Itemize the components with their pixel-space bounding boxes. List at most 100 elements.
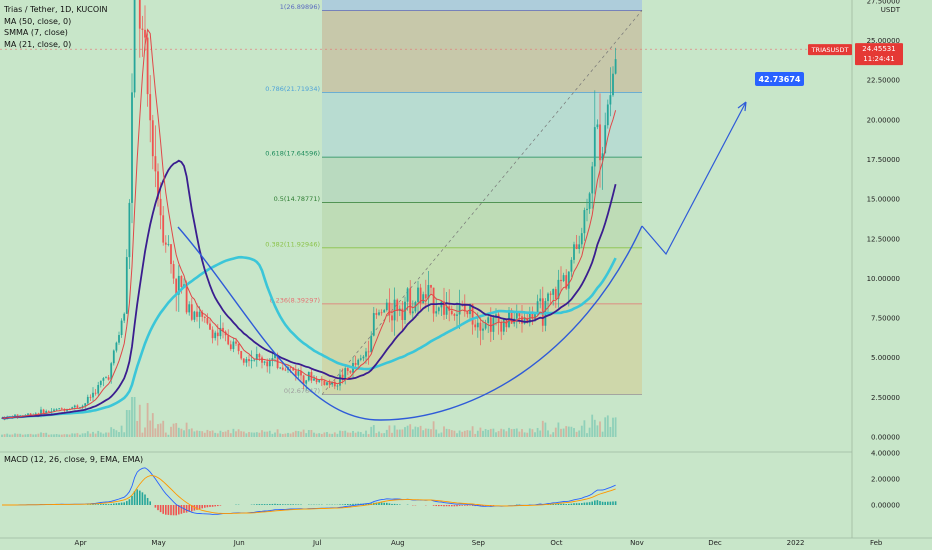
volume-bar	[34, 434, 37, 437]
candle-body	[359, 358, 362, 360]
volume-bar	[120, 425, 123, 437]
macd-histogram-bar	[352, 503, 354, 505]
candle-body	[476, 322, 479, 328]
indicator-legend: Trias / Tether, 1D, KUCOIN MA (50, close…	[4, 4, 107, 50]
fib-label-2: 0.786(21.71934)	[265, 85, 320, 93]
legend-smma[interactable]: SMMA (7, close)	[4, 28, 68, 37]
candle-body	[450, 310, 453, 315]
macd-histogram-bar	[162, 505, 164, 514]
volume-bar	[289, 433, 292, 437]
candle-body	[578, 244, 581, 249]
candle-body	[437, 307, 440, 312]
fib-zone-3	[322, 157, 642, 203]
candle-body	[614, 59, 617, 74]
legend-ma21[interactable]: MA (21, close, 0)	[4, 39, 72, 49]
quote-unit: USDT	[881, 6, 901, 14]
volume-bar	[14, 433, 16, 437]
volume-bar	[58, 434, 61, 437]
fib-zone-5	[322, 247, 642, 304]
candle-body	[510, 310, 513, 324]
candle-body	[388, 302, 391, 316]
volume-bar	[326, 432, 328, 437]
volume-bar	[305, 433, 308, 437]
candle-body	[370, 335, 373, 353]
macd-histogram-bar	[180, 505, 183, 514]
macd-histogram-bar	[435, 505, 437, 507]
candle-body	[47, 410, 50, 412]
candle-body	[531, 311, 534, 319]
volume-bar	[73, 433, 76, 437]
legend-ma50[interactable]: MA (50, close, 0)	[4, 16, 72, 26]
fib-label-3: 0.618(17.64596)	[265, 150, 320, 158]
candle-body	[375, 313, 378, 315]
macd-pane	[0, 451, 852, 516]
macd-histogram-bar	[271, 503, 274, 505]
candle-body	[40, 409, 42, 415]
candle-body	[443, 301, 445, 315]
candle-body	[294, 370, 297, 376]
target-badge	[755, 72, 804, 86]
drawings[interactable]: 42.73674	[177, 72, 804, 421]
candle-body	[487, 317, 490, 324]
macd-histogram-bar	[461, 505, 463, 506]
candle-body	[482, 328, 484, 331]
candle-body	[302, 375, 305, 384]
volume-bar	[240, 431, 243, 437]
volume-bar	[159, 423, 162, 437]
macd-legend[interactable]: MACD (12, 26, close, 9, EMA, EMA)	[4, 455, 144, 464]
volume-bar	[92, 431, 94, 437]
volume-bar	[443, 426, 445, 437]
volume-bar	[560, 428, 562, 437]
macd-histogram-bar	[165, 505, 167, 515]
candle-body	[575, 244, 578, 249]
macd-histogram-bar	[133, 491, 136, 505]
volume-bar	[362, 433, 365, 437]
candle-body	[333, 381, 336, 387]
candle-body	[159, 198, 162, 216]
fib-label-6: 0.236(8.39297)	[269, 296, 320, 304]
candle-body	[300, 371, 302, 376]
candle-body	[138, 0, 141, 29]
volume-bar	[456, 433, 458, 437]
macd-histogram-bar	[445, 505, 448, 507]
volume-bar	[263, 431, 266, 437]
macd-histogram-bar	[289, 504, 292, 505]
candle-body	[401, 308, 404, 320]
volume-bar	[188, 429, 191, 437]
fibonacci-extension[interactable]: 1.618(41.86845)1(26.89896)0.786(21.71934…	[265, 0, 643, 395]
volume-bar	[99, 432, 102, 437]
volume-bar	[383, 433, 386, 437]
volume-bar	[32, 434, 35, 437]
macd-histogram-bar	[94, 504, 97, 505]
macd-histogram-bar	[388, 503, 391, 505]
symbol-title[interactable]: Trias / Tether, 1D, KUCOIN	[4, 5, 108, 14]
macd-histogram-bar	[456, 505, 458, 507]
volume-bar	[112, 428, 115, 437]
volume-bar	[47, 434, 50, 437]
volume-bar	[437, 433, 440, 437]
candle-body	[562, 275, 565, 282]
fib-zone-0	[322, 0, 642, 11]
volume-bar	[271, 433, 274, 437]
candle-body	[380, 312, 383, 314]
macd-histogram-bar	[110, 503, 112, 505]
volume-bar	[294, 430, 297, 437]
volume-bar	[349, 432, 352, 437]
macd-histogram-bar	[209, 505, 211, 507]
volume-bar	[453, 430, 456, 437]
volume-bar	[573, 428, 575, 437]
volume-bar	[40, 432, 42, 437]
macd-histogram-bar	[123, 502, 125, 505]
volume-bar	[190, 428, 193, 437]
candle-body	[50, 411, 53, 412]
candle-body	[606, 104, 609, 126]
volume-bar	[505, 431, 508, 437]
volume-bar	[466, 430, 469, 437]
candle-body	[357, 359, 360, 365]
volume-bar	[354, 432, 357, 437]
volume-bar	[357, 431, 360, 437]
volume-bar	[536, 427, 539, 437]
volume-bar	[276, 429, 279, 437]
candle-body	[268, 360, 271, 367]
